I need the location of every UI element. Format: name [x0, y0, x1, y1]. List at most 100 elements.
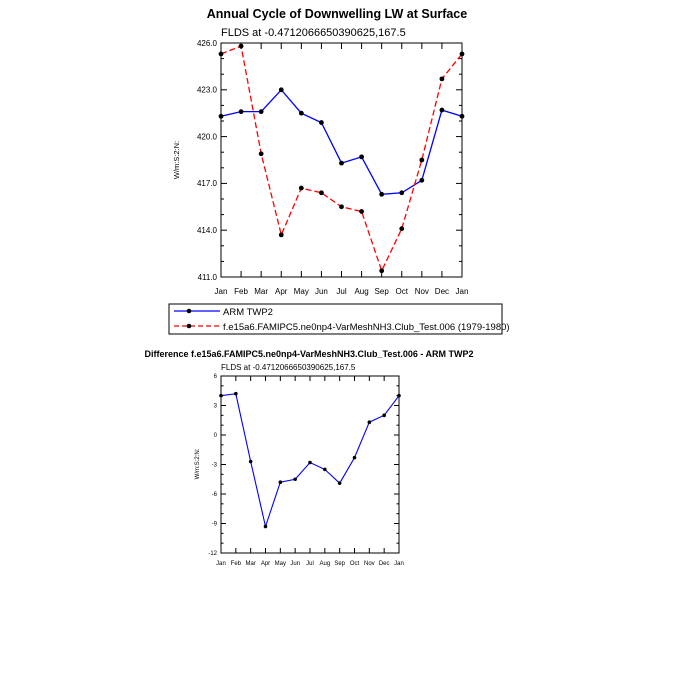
bottom-series: [219, 391, 401, 529]
x-tick-label: Apr: [275, 287, 288, 296]
series-line: [220, 45, 463, 273]
data-point: [319, 120, 324, 125]
data-point: [234, 391, 238, 396]
data-point: [278, 232, 284, 238]
data-point: [218, 51, 224, 57]
data-point: [439, 107, 445, 113]
bottom-chart: Difference f.e15a6.FAMIPC5.ne0np4-VarMes…: [144, 349, 473, 567]
y-tick-label: -12: [208, 551, 217, 557]
top-ticks: Jan Feb Mar Apr May Jun Jul Aug Sep Oct Nov Dec Jan 4…: [197, 39, 468, 296]
data-point: [293, 477, 297, 482]
x-tick-label: Dec: [379, 561, 390, 567]
x-tick-label: Aug: [354, 287, 368, 296]
y-tick-label: 417.0: [197, 179, 218, 188]
top-chart-subtitle: FLDS at -0.4712066650390625,167.5: [221, 27, 406, 39]
x-tick-label: Feb: [234, 287, 248, 296]
series-line: [220, 88, 463, 195]
data-point: [419, 157, 425, 163]
data-point: [367, 420, 372, 425]
data-point: [399, 190, 405, 196]
x-tick-label: May: [294, 287, 309, 296]
bottom-ticks: Jan Feb Mar Apr May Jun Jul Aug Sep Oct Nov Dec Jan 6…: [208, 374, 404, 567]
data-point: [359, 154, 364, 160]
x-tick-label: Jul: [306, 561, 314, 567]
data-point: [319, 190, 324, 196]
data-point: [459, 51, 465, 57]
x-tick-label: Jan: [456, 287, 469, 296]
data-point: [339, 204, 344, 210]
data-point: [379, 268, 385, 274]
y-tick-label: 6: [214, 374, 218, 380]
data-point: [278, 480, 283, 485]
x-tick-label: Oct: [350, 561, 360, 567]
data-point: [298, 110, 304, 116]
data-point: [278, 87, 284, 93]
legend-marker-model: [186, 323, 192, 329]
y-tick-label: 3: [214, 404, 218, 410]
bottom-chart-title: Difference f.e15a6.FAMIPC5.ne0np4-VarMes…: [144, 349, 473, 359]
data-point: [399, 226, 405, 232]
x-tick-label: Dec: [435, 287, 449, 296]
data-point: [323, 467, 327, 472]
data-point: [219, 393, 223, 398]
x-tick-label: Apr: [261, 561, 270, 567]
y-tick-label: -9: [212, 522, 218, 528]
legend: ARM TWP2 f.e15a6.FAMIPC5.ne0np4-VarMeshN…: [168, 303, 510, 335]
data-point: [308, 460, 312, 465]
x-tick-label: Jan: [216, 561, 226, 567]
data-point: [258, 109, 264, 115]
x-tick-label: Sep: [334, 561, 345, 567]
data-point: [298, 185, 304, 191]
x-tick-label: Aug: [319, 561, 330, 567]
bottom-chart-subtitle: FLDS at -0.4712066650390625,167.5: [221, 363, 356, 372]
series-line: [220, 393, 400, 529]
x-tick-label: May: [275, 561, 286, 567]
data-point: [238, 43, 244, 49]
bottom-chart-ylabel: W/m:S:2:N:: [195, 448, 201, 479]
x-tick-label: Jan: [394, 561, 404, 567]
x-tick-label: Sep: [375, 287, 390, 296]
y-tick-label: 414.0: [197, 226, 218, 235]
y-tick-label: 423.0: [197, 86, 218, 95]
legend-box: [168, 303, 503, 335]
y-tick-label: -3: [212, 463, 218, 469]
top-chart-ylabel: W/m:S:2:N:: [172, 141, 181, 179]
data-point: [258, 151, 264, 157]
x-tick-label: Mar: [245, 561, 255, 567]
data-point: [218, 113, 224, 119]
x-tick-label: Jun: [315, 287, 328, 296]
top-chart: Annual Cycle of Downwelling LW at Surfac…: [172, 7, 468, 296]
data-point: [263, 524, 268, 529]
top-series: [218, 43, 465, 274]
x-tick-label: Feb: [231, 561, 242, 567]
y-tick-label: 411.0: [198, 273, 218, 282]
data-point: [248, 459, 253, 464]
x-tick-label: Nov: [364, 561, 375, 567]
top-chart-title: Annual Cycle of Downwelling LW at Surfac…: [207, 7, 467, 21]
x-tick-label: Jan: [215, 287, 228, 296]
data-point: [459, 113, 465, 119]
legend-label-arm: ARM TWP2: [223, 307, 273, 318]
x-tick-label: Jun: [290, 561, 300, 567]
data-point: [238, 109, 244, 115]
data-point: [339, 160, 344, 166]
y-tick-label: 0: [214, 433, 218, 439]
x-tick-label: Nov: [415, 287, 429, 296]
legend-marker-arm: [186, 308, 192, 314]
data-point: [359, 209, 364, 214]
data-point: [439, 76, 445, 82]
y-tick-label: 426.0: [197, 39, 218, 48]
y-tick-label: -6: [212, 492, 218, 498]
y-tick-label: 420.0: [197, 132, 218, 141]
bottom-plot-frame: [220, 375, 400, 554]
data-point: [337, 481, 342, 485]
legend-label-model: f.e15a6.FAMIPC5.ne0np4-VarMeshNH3.Club_T…: [223, 322, 510, 333]
data-point: [379, 191, 385, 197]
x-tick-label: Oct: [396, 287, 409, 296]
data-point: [419, 177, 425, 183]
data-point: [397, 393, 401, 398]
data-point: [382, 413, 386, 418]
x-tick-label: Mar: [254, 287, 268, 296]
x-tick-label: Jul: [336, 287, 346, 296]
